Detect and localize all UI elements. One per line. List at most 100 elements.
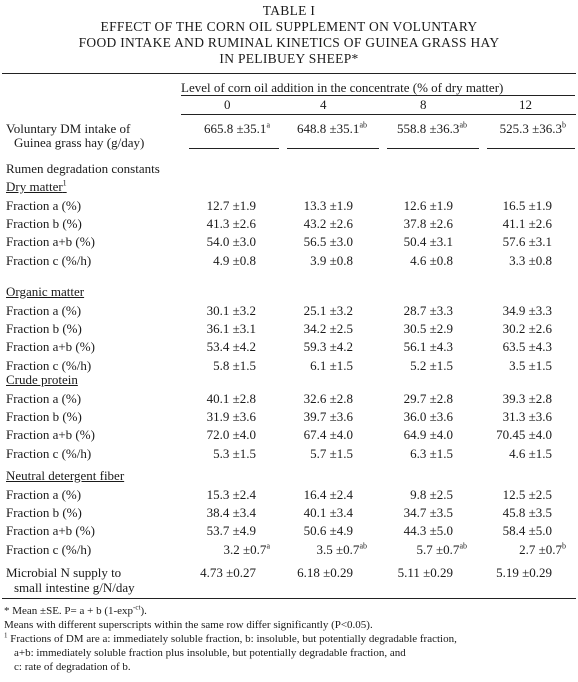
cell-value: 56.5 ±3.0 [303, 234, 353, 250]
table-title-line-1: EFFECT OF THE CORN OIL SUPPLEMENT ON VOL… [100, 19, 478, 34]
value-cell: 36.1 ±3.1 [207, 321, 256, 336]
value-cell: 5.3 ±1.5 [213, 446, 256, 461]
significance-superscript: a [266, 120, 270, 130]
microbial-label-line-1: Microbial N supply to [6, 565, 122, 580]
cell-value: 31.9 ±3.6 [206, 409, 256, 425]
top-rule [2, 73, 576, 74]
cell-value: 32.6 ±2.8 [303, 391, 353, 406]
level-header-8: 8 [420, 97, 427, 112]
cell-value: 5.7 ±0.7 [416, 541, 460, 557]
cell-value: 53.7 ±4.9 [206, 523, 256, 539]
cell-value: 6.1 ±1.5 [310, 357, 353, 373]
value-cell: 40.1 ±2.8 [207, 391, 256, 406]
section-title: Organic matter [6, 284, 84, 299]
significance-superscript: ab [459, 541, 467, 551]
intake-label-line-2: Guinea grass hay (g/day) [14, 135, 145, 150]
intake-underline-8 [387, 148, 479, 149]
value-cell: 525.3 ±36.3b [500, 121, 566, 136]
intake-underline-0 [189, 148, 279, 149]
value-cell: 63.5 ±4.3 [503, 339, 552, 354]
cell-value: 5.19 ±0.29 [496, 565, 552, 580]
cell-value: 34.2 ±2.5 [303, 321, 353, 337]
value-cell: 4.73 ±0.27 [200, 565, 256, 580]
cell-value: 16.5 ±1.9 [502, 198, 552, 213]
cell-value: 5.3 ±1.5 [213, 445, 256, 461]
cell-value: 6.18 ±0.29 [297, 565, 353, 580]
cell-value: 34.9 ±3.3 [502, 303, 552, 318]
value-cell: 50.6 ±4.9 [304, 523, 353, 538]
footnote-fractions-3: c: rate of degradation of b. [14, 661, 131, 673]
table-title-line-2: FOOD INTAKE AND RUMINAL KINETICS OF GUIN… [78, 35, 500, 50]
section-title: Crude protein [6, 372, 78, 387]
cell-value: 3.5 ±1.5 [509, 357, 552, 373]
value-cell: 15.3 ±2.4 [207, 487, 256, 502]
cell-value: 16.4 ±2.4 [303, 487, 353, 502]
row-label: Fraction b (%) [6, 409, 82, 425]
value-cell: 41.3 ±2.6 [207, 216, 256, 231]
cell-value: 43.2 ±2.6 [303, 216, 353, 232]
cell-value: 5.7 ±1.5 [310, 445, 353, 461]
section-title-text: Dry matter [6, 179, 63, 194]
value-cell: 3.5 ±1.5 [509, 358, 552, 373]
value-cell: 12.7 ±1.9 [207, 198, 256, 213]
value-cell: 3.9 ±0.8 [310, 253, 353, 268]
cell-value: 12.6 ±1.9 [403, 198, 453, 213]
value-cell: 70.45 ±4.0 [496, 427, 552, 442]
value-cell: 5.7 ±1.5 [310, 446, 353, 461]
value-cell: 5.7 ±0.7ab [417, 542, 467, 557]
cell-value: 39.3 ±2.8 [502, 391, 552, 406]
cell-value: 50.4 ±3.1 [403, 234, 453, 250]
cell-value: 4.6 ±1.5 [509, 445, 552, 461]
value-cell: 3.3 ±0.8 [509, 253, 552, 268]
cell-value: 2.7 ±0.7 [519, 541, 562, 557]
cell-value: 36.0 ±3.6 [403, 409, 453, 425]
cell-value: 12.5 ±2.5 [502, 487, 552, 502]
value-cell: 54.0 ±3.0 [207, 234, 256, 249]
value-cell: 53.7 ±4.9 [207, 523, 256, 538]
value-cell: 31.9 ±3.6 [207, 409, 256, 424]
value-cell: 67.4 ±4.0 [304, 427, 353, 442]
cell-value: 3.2 ±0.7 [223, 541, 267, 557]
value-cell: 45.8 ±3.5 [503, 505, 552, 520]
value-cell: 37.8 ±2.6 [404, 216, 453, 231]
cell-value: 4.73 ±0.27 [200, 565, 256, 580]
value-cell: 43.2 ±2.6 [304, 216, 353, 231]
cell-value: 41.1 ±2.6 [502, 216, 552, 232]
value-cell: 30.1 ±3.2 [207, 303, 256, 318]
level-header-0: 0 [224, 97, 231, 112]
value-cell: 5.11 ±0.29 [398, 565, 453, 580]
cell-value: 4.6 ±0.8 [410, 252, 453, 268]
cell-value: 34.7 ±3.5 [403, 505, 453, 521]
cell-value: 30.5 ±2.9 [403, 321, 453, 337]
cell-value: 12.7 ±1.9 [206, 198, 256, 213]
cell-value: 31.3 ±3.6 [502, 409, 552, 425]
value-cell: 3.5 ±0.7ab [317, 542, 367, 557]
value-cell: 58.4 ±5.0 [503, 523, 552, 538]
intake-underline-12 [487, 148, 575, 149]
row-label: Fraction a (%) [6, 391, 82, 406]
value-cell: 5.8 ±1.5 [213, 358, 256, 373]
cell-value: 50.6 ±4.9 [303, 523, 353, 539]
footnote-mean: * Mean ±SE. P= a + b (1-exp-ct). [4, 604, 147, 618]
cell-value: 40.1 ±2.8 [206, 391, 256, 406]
cell-value: 70.45 ±4.0 [496, 427, 552, 443]
value-cell: 4.6 ±0.8 [410, 253, 453, 268]
level-header-12: 12 [519, 97, 532, 112]
value-cell: 5.19 ±0.29 [496, 565, 552, 580]
cell-value: 40.1 ±3.4 [303, 505, 353, 521]
cell-value: 64.9 ±4.0 [403, 427, 453, 443]
cell-value: 15.3 ±2.4 [206, 487, 256, 502]
cell-value: 30.2 ±2.6 [502, 321, 552, 337]
value-cell: 648.8 ±35.1ab [297, 121, 367, 136]
table-number: TABLE I [262, 3, 316, 18]
cell-value: 4.9 ±0.8 [213, 252, 256, 268]
cell-value: 9.8 ±2.5 [410, 487, 453, 502]
intake-label-line-1: Voluntary DM intake of [6, 121, 131, 136]
cell-value: 38.4 ±3.4 [206, 505, 256, 521]
row-label: Fraction a (%) [6, 303, 82, 318]
footnote-mean-end: ). [140, 605, 147, 617]
cell-value: 54.0 ±3.0 [206, 234, 256, 250]
cell-value: 63.5 ±4.3 [502, 339, 552, 355]
row-label: Fraction b (%) [6, 216, 82, 232]
value-cell: 50.4 ±3.1 [404, 234, 453, 249]
